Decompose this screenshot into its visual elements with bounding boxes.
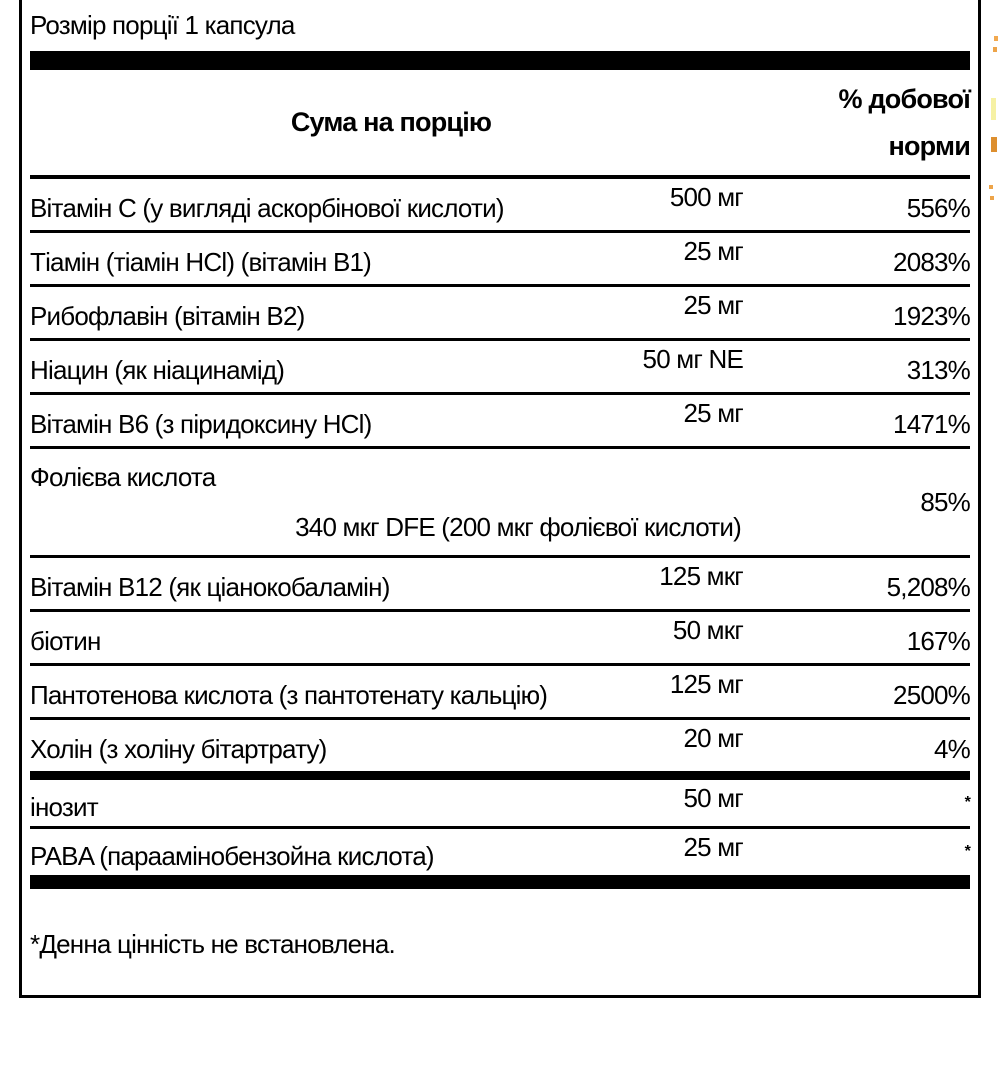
nutrient-daily-value: 556% bbox=[906, 193, 971, 223]
nutrient-amount: 50 мкг bbox=[672, 615, 744, 645]
supplement-facts-panel: Розмір порції 1 капсула Сума на порцію %… bbox=[19, 0, 981, 998]
row-separator bbox=[30, 230, 970, 233]
nutrient-daily-value: 1923% bbox=[893, 301, 971, 331]
table-row: Холін (з холіну бітартрату) 20 мг 4% bbox=[30, 720, 971, 771]
daily-value-footnote: *Денна цінність не встановлена. bbox=[30, 929, 396, 959]
table-row: Пантотенова кислота (з пантотенату кальц… bbox=[30, 666, 971, 717]
row-separator bbox=[30, 826, 970, 829]
nutrient-amount: 125 мкг bbox=[659, 561, 744, 591]
row-separator bbox=[30, 717, 970, 720]
nutrient-daily-value: * bbox=[964, 843, 971, 860]
nutrient-name: інозит bbox=[30, 791, 99, 822]
nutrient-amount: 125 мг bbox=[669, 669, 744, 699]
divider-thick-top bbox=[30, 51, 970, 70]
table-row: Вітамін B6 (з піридоксину HCl) 25 мг 1471% bbox=[30, 395, 971, 446]
edge-fragment bbox=[990, 196, 994, 200]
daily-value-header-line2: норми bbox=[888, 131, 970, 161]
nutrient-amount: 25 мг bbox=[683, 236, 743, 266]
nutrient-name: Пантотенова кислота (з пантотенату кальц… bbox=[30, 680, 548, 710]
nutrient-amount: 50 мг bbox=[683, 783, 743, 813]
row-separator bbox=[30, 555, 970, 558]
nutrient-daily-value: 2500% bbox=[893, 680, 971, 710]
daily-value-header-line1: % добової bbox=[838, 84, 971, 114]
table-row: Вітамін C (у вигляді аскорбінової кислот… bbox=[30, 179, 971, 230]
table-row: біотин 50 мкг 167% bbox=[30, 612, 971, 663]
edge-fragment bbox=[994, 36, 998, 41]
divider-bar bbox=[30, 771, 970, 780]
nutrient-daily-value: 85% bbox=[920, 486, 970, 517]
nutrient-daily-value: 167% bbox=[906, 626, 971, 656]
row-separator bbox=[30, 663, 970, 666]
nutrient-daily-value: 2083% bbox=[893, 247, 971, 277]
nutrient-name: Ніацин (як ніацинамід) bbox=[30, 355, 285, 385]
nutrient-rows-container: Вітамін C (у вигляді аскорбінової кислот… bbox=[30, 179, 971, 889]
row-separator bbox=[30, 392, 970, 395]
edge-fragment bbox=[993, 47, 997, 52]
nutrient-name: Вітамін B6 (з піридоксину HCl) bbox=[30, 409, 372, 439]
table-row: Вітамін B12 (як ціанокобаламін) 125 мкг 5,… bbox=[30, 558, 971, 609]
nutrient-name: Холін (з холіну бітартрату) bbox=[30, 734, 327, 764]
nutrient-amount: 25 мг bbox=[683, 290, 743, 320]
table-row: PABA (параамінобензойна кислота) 25 мг * bbox=[30, 829, 971, 875]
row-separator bbox=[30, 609, 970, 612]
nutrient-daily-value: 4% bbox=[934, 734, 971, 764]
edge-fragment bbox=[991, 137, 997, 152]
nutrient-amount: 50 мг NE bbox=[642, 344, 744, 374]
nutrient-amount: 25 мг bbox=[683, 832, 743, 862]
table-row: Фолієва кислота 340 мкг DFE (200 мкг фолі… bbox=[30, 449, 971, 555]
nutrient-amount: 500 мг bbox=[669, 182, 744, 212]
nutrient-amount: 340 мкг DFE (200 мкг фолієвої кислоти) bbox=[295, 512, 742, 542]
edge-fragment bbox=[991, 98, 996, 120]
nutrient-daily-value: 1471% bbox=[893, 409, 971, 439]
table-row: інозит 50 мг * bbox=[30, 780, 971, 826]
table-header-row: Сума на порцію % добової норми bbox=[30, 70, 971, 179]
table-row: Ніацин (як ніацинамід) 50 мг NE 313% bbox=[30, 341, 971, 392]
nutrient-name: Фолієва кислота bbox=[30, 462, 216, 492]
nutrient-daily-value: 313% bbox=[906, 355, 971, 385]
daily-value-column-header: % добової норми bbox=[838, 76, 971, 170]
amount-column-header: Сума на порцію bbox=[290, 107, 492, 137]
table-row: Тіамін (тіамін HCl) (вітамін B1) 25 мг 208… bbox=[30, 233, 971, 284]
nutrient-daily-value: 5,208% bbox=[886, 572, 971, 602]
row-separator bbox=[30, 338, 970, 341]
nutrient-name: PABA (параамінобензойна кислота) bbox=[30, 840, 435, 871]
nutrient-amount: 25 мг bbox=[683, 398, 743, 428]
nutrient-name: Вітамін C (у вигляді аскорбінової кислот… bbox=[30, 193, 504, 223]
divider-bar bbox=[30, 875, 970, 889]
nutrient-name: Рибофлавін (вітамін B2) bbox=[30, 301, 305, 331]
table-row: Рибофлавін (вітамін B2) 25 мг 1923% bbox=[30, 287, 971, 338]
edge-fragment bbox=[989, 185, 993, 189]
row-separator bbox=[30, 284, 970, 287]
nutrient-amount: 20 мг bbox=[683, 723, 743, 753]
nutrient-name: біотин bbox=[30, 626, 101, 656]
nutrient-name: Вітамін B12 (як ціанокобаламін) bbox=[30, 572, 390, 602]
nutrient-daily-value: * bbox=[964, 794, 971, 811]
nutrient-name: Тіамін (тіамін HCl) (вітамін B1) bbox=[30, 247, 372, 277]
serving-size-text: Розмір порції 1 капсула bbox=[30, 10, 295, 40]
row-separator bbox=[30, 446, 970, 449]
